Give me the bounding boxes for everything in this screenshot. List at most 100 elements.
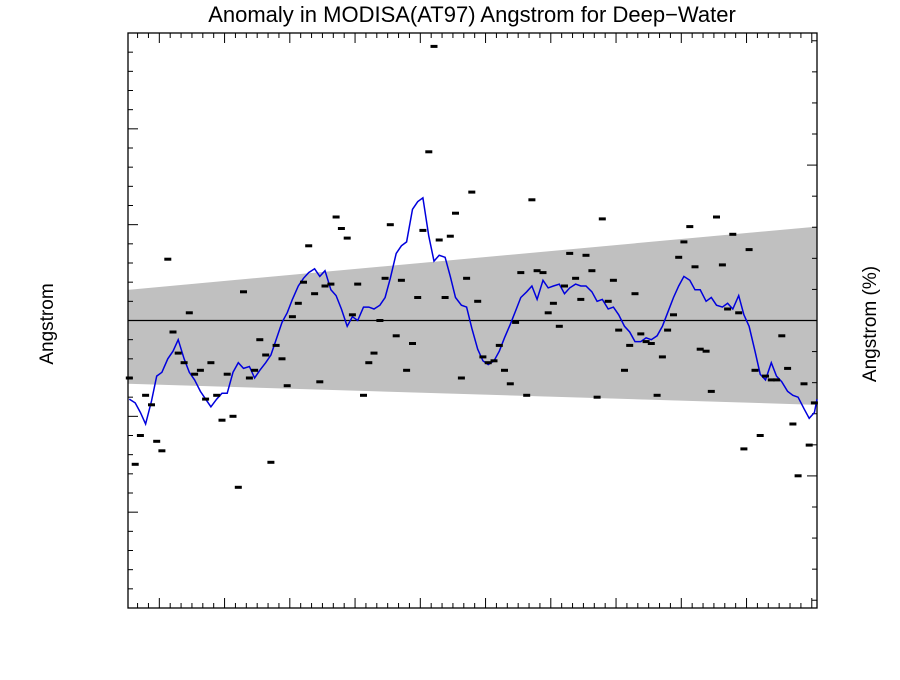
monthly-data-point xyxy=(409,342,416,345)
monthly-data-point xyxy=(207,361,215,365)
monthly-data-point xyxy=(348,313,356,317)
monthly-data-point xyxy=(484,361,492,365)
monthly-data-point xyxy=(125,376,133,380)
monthly-data-point xyxy=(724,307,732,311)
monthly-data-point xyxy=(337,227,345,230)
monthly-data-point xyxy=(555,324,563,328)
monthly-data-point xyxy=(544,311,552,315)
monthly-data-point xyxy=(517,271,525,275)
monthly-data-point xyxy=(658,355,666,359)
monthly-data-point xyxy=(316,380,324,384)
monthly-data-point xyxy=(539,271,547,275)
monthly-data-point xyxy=(164,257,172,261)
monthly-data-point xyxy=(397,278,405,282)
monthly-data-point xyxy=(713,215,720,219)
monthly-data-point xyxy=(572,276,580,280)
monthly-data-point xyxy=(278,357,286,361)
monthly-data-point xyxy=(670,313,677,317)
monthly-data-point xyxy=(300,280,307,284)
monthly-data-point xyxy=(718,263,726,267)
monthly-data-point xyxy=(463,276,471,280)
monthly-data-point xyxy=(604,299,612,303)
monthly-data-point xyxy=(474,299,482,303)
monthly-data-point xyxy=(794,474,802,478)
monthly-data-point xyxy=(490,359,498,363)
confidence-band xyxy=(128,226,817,405)
monthly-data-point xyxy=(778,334,786,338)
monthly-data-point xyxy=(631,292,639,296)
monthly-data-point xyxy=(800,382,808,386)
monthly-data-point xyxy=(386,223,394,227)
monthly-data-point xyxy=(588,269,596,273)
monthly-data-point xyxy=(223,372,231,376)
monthly-data-point xyxy=(414,296,422,299)
monthly-data-point xyxy=(435,238,443,242)
monthly-data-point xyxy=(153,439,161,443)
monthly-data-point xyxy=(707,389,715,393)
monthly-data-point xyxy=(305,244,313,248)
confidence-band-layer xyxy=(128,226,817,405)
monthly-data-point xyxy=(245,376,253,380)
monthly-data-point xyxy=(621,368,628,372)
monthly-data-point xyxy=(283,384,291,388)
monthly-data-point xyxy=(528,198,536,202)
monthly-data-point xyxy=(343,236,351,240)
axes-layer xyxy=(127,32,818,609)
monthly-data-point xyxy=(158,449,166,453)
monthly-data-point xyxy=(512,320,520,324)
monthly-data-point xyxy=(561,284,568,288)
monthly-data-point xyxy=(740,447,748,451)
monthly-data-point xyxy=(267,460,275,464)
monthly-data-point xyxy=(425,150,433,154)
monthly-data-point xyxy=(262,353,270,357)
monthly-data-point xyxy=(256,338,264,342)
monthly-data-point xyxy=(213,393,221,397)
monthly-data-point xyxy=(506,382,514,386)
y-axis-label: Angstrom xyxy=(37,283,58,364)
monthly-data-point xyxy=(376,319,384,322)
monthly-data-point xyxy=(647,342,655,345)
monthly-data-point xyxy=(691,265,699,269)
monthly-data-point xyxy=(745,248,753,252)
monthly-data-point xyxy=(615,328,623,332)
data-points-layer xyxy=(125,44,818,489)
monthly-data-point xyxy=(810,401,818,405)
smoothed-anomaly-line xyxy=(128,196,818,427)
monthly-data-point xyxy=(696,347,704,351)
monthly-data-point xyxy=(702,349,710,353)
monthly-data-point xyxy=(131,462,139,466)
monthly-data-point xyxy=(751,368,759,372)
monthly-data-point xyxy=(729,232,737,236)
monthly-data-point xyxy=(805,443,813,447)
monthly-data-point xyxy=(419,228,427,232)
monthly-data-point xyxy=(321,284,329,288)
monthly-data-point xyxy=(523,393,531,397)
monthly-data-point xyxy=(327,282,335,286)
monthly-data-point xyxy=(479,355,487,359)
smoothed-line-layer xyxy=(128,196,818,427)
monthly-data-point xyxy=(767,378,775,382)
monthly-data-point xyxy=(365,361,373,365)
monthly-data-point xyxy=(403,368,411,372)
monthly-data-point xyxy=(593,395,601,399)
monthly-data-point xyxy=(196,368,204,372)
monthly-data-point xyxy=(169,330,177,334)
monthly-data-point xyxy=(202,397,210,401)
monthly-data-point xyxy=(686,225,694,229)
monthly-data-point xyxy=(653,393,661,397)
monthly-data-point xyxy=(501,368,508,372)
monthly-data-point xyxy=(784,366,792,370)
monthly-data-point xyxy=(180,361,188,365)
monthly-data-point xyxy=(642,340,650,344)
monthly-data-point xyxy=(457,376,465,380)
monthly-data-point xyxy=(609,278,617,282)
monthly-data-point xyxy=(577,297,585,301)
monthly-data-point xyxy=(441,296,449,299)
monthly-data-point xyxy=(136,434,144,437)
monthly-data-point xyxy=(185,311,193,315)
monthly-data-point xyxy=(549,301,557,305)
chart-title: Anomaly in MODISA(AT97) Angstrom for Dee… xyxy=(208,2,736,27)
monthly-data-point xyxy=(191,372,199,376)
